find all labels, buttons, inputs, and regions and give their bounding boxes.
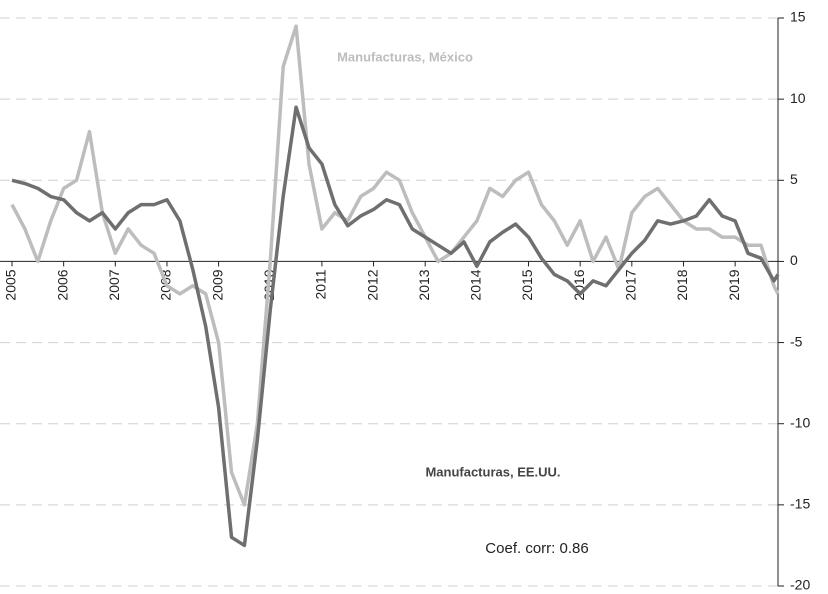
x-tick-label: 2007 <box>106 269 122 300</box>
x-tick-label: 2009 <box>209 269 225 300</box>
y-tick-label: 0 <box>790 252 798 268</box>
x-tick-label: 2014 <box>468 269 484 300</box>
y-tick-label: 5 <box>790 171 798 187</box>
y-tick-label: -20 <box>790 577 810 593</box>
y-tick-label: 15 <box>790 9 806 25</box>
x-tick-label: 2012 <box>364 269 380 300</box>
annotation: Manufacturas, EE.UU. <box>425 464 560 479</box>
y-tick-label: -10 <box>790 414 810 430</box>
x-tick-label: 2013 <box>416 269 432 300</box>
x-tick-label: 2015 <box>519 269 535 300</box>
x-tick-label: 2019 <box>726 269 742 300</box>
y-tick-label: -15 <box>790 496 810 512</box>
x-tick-label: 2006 <box>54 269 70 300</box>
annotation: Manufacturas, México <box>337 49 473 64</box>
x-tick-label: 2005 <box>3 269 19 300</box>
series-line <box>11 105 780 548</box>
series-line <box>10 24 780 507</box>
x-tick-label: 2017 <box>623 269 639 300</box>
y-tick-label: 10 <box>790 90 806 106</box>
x-tick-label: 2018 <box>674 269 690 300</box>
y-tick-label: -5 <box>790 333 803 349</box>
x-tick-label: 2011 <box>313 269 329 299</box>
annotation: Coef. corr: 0.86 <box>485 540 588 557</box>
